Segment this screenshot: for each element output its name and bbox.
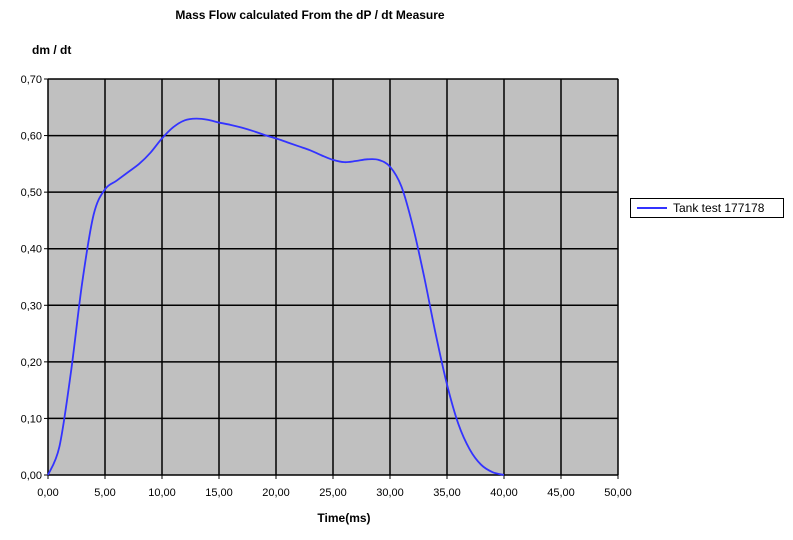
axis-ticks: 0,00 5,00 10,00 15,00 20,00 25,00 30,00 35,00 40… xyxy=(21,74,632,499)
x-tick-label: 0,00 xyxy=(37,487,58,499)
chart-title: Mass Flow calculated From the dP / dt Me… xyxy=(175,8,445,22)
x-axis-label: Time(ms) xyxy=(317,511,371,525)
grid-lines xyxy=(47,78,619,476)
y-tick-label: 0,50 xyxy=(21,187,42,199)
x-tick-label: 35,00 xyxy=(433,487,461,499)
legend: Tank test 177178 xyxy=(630,198,784,218)
legend-swatch-line xyxy=(637,207,667,209)
legend-label: Tank test 177178 xyxy=(673,201,765,215)
x-tick-label: 45,00 xyxy=(547,487,575,499)
y-tick-label: 0,70 xyxy=(21,74,42,86)
x-tick-label: 5,00 xyxy=(94,487,115,499)
y-tick-label: 0,10 xyxy=(21,413,42,425)
y-tick-label: 0,40 xyxy=(21,244,42,256)
series-layer xyxy=(47,117,505,476)
x-tick-label: 40,00 xyxy=(490,487,518,499)
y-axis-label: dm / dt xyxy=(32,43,72,57)
y-tick-label: 0,00 xyxy=(21,470,42,482)
y-tick-label: 0,60 xyxy=(21,131,42,143)
x-tick-label: 10,00 xyxy=(148,487,176,499)
x-tick-label: 15,00 xyxy=(205,487,233,499)
y-tick-label: 0,30 xyxy=(21,300,42,312)
y-tick-label: 0,20 xyxy=(21,357,42,369)
series-line-tank-test xyxy=(47,117,505,476)
x-tick-label: 25,00 xyxy=(319,487,347,499)
x-tick-label: 50,00 xyxy=(604,487,632,499)
x-tick-label: 20,00 xyxy=(262,487,290,499)
x-tick-label: 30,00 xyxy=(376,487,404,499)
